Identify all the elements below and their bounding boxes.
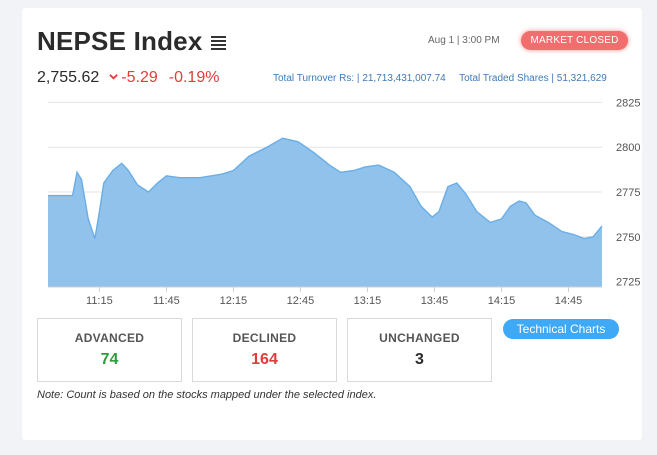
footnote: Note: Count is based on the stocks mappe… bbox=[37, 389, 377, 401]
turnover-value: 21,713,431,007.74 bbox=[362, 73, 446, 84]
index-card: NEPSE Index Aug 1 | 3:00 PM MARKET CLOSE… bbox=[22, 8, 642, 440]
x-tick-label: 13:15 bbox=[354, 295, 382, 307]
unchanged-value: 3 bbox=[415, 351, 424, 368]
change-points: -5.29 bbox=[121, 69, 158, 86]
y-tick-label: 2750 bbox=[616, 232, 640, 244]
x-tick-label: 12:15 bbox=[220, 295, 248, 307]
advanced-stat: ADVANCED 74 bbox=[37, 318, 182, 382]
x-tick-label: 13:45 bbox=[421, 295, 449, 307]
technical-charts-button[interactable]: Technical Charts bbox=[503, 319, 619, 339]
index-value: 2,755.62 bbox=[37, 69, 100, 86]
shares-value: 51,321,629 bbox=[556, 73, 607, 84]
page-title: NEPSE Index bbox=[37, 26, 203, 56]
x-tick-label: 11:15 bbox=[86, 295, 113, 307]
title-row: NEPSE Index bbox=[37, 26, 227, 57]
index-summary: 2,755.62 -5.29 -0.19% bbox=[37, 69, 219, 87]
y-tick-label: 2800 bbox=[616, 142, 640, 154]
declined-label: DECLINED bbox=[232, 331, 297, 345]
index-area-chart[interactable]: 2825 2800 2775 2750 2725 11:15 11:45 12:15 12:45… bbox=[22, 8, 642, 318]
advanced-value: 74 bbox=[100, 351, 119, 368]
turnover-info: Total Turnover Rs: | 21,713,431,007.74 T… bbox=[273, 73, 607, 84]
shares-label: Total Traded Shares | bbox=[459, 73, 554, 84]
declined-value: 164 bbox=[251, 351, 278, 368]
down-chevron-icon bbox=[109, 74, 119, 80]
x-tick-label: 12:45 bbox=[287, 295, 315, 307]
x-tick-label: 14:45 bbox=[555, 295, 583, 307]
area-series-line bbox=[48, 137, 603, 240]
declined-stat: DECLINED 164 bbox=[192, 318, 337, 382]
turnover-label: Total Turnover Rs: | bbox=[273, 73, 360, 84]
y-tick-label: 2825 bbox=[616, 97, 640, 109]
market-datetime: Aug 1 | 3:00 PM bbox=[428, 35, 500, 46]
advanced-label: ADVANCED bbox=[74, 331, 145, 345]
y-tick-label: 2725 bbox=[616, 277, 640, 289]
market-status-badge: MARKET CLOSED bbox=[521, 31, 628, 50]
x-tick-label: 11:45 bbox=[153, 295, 180, 307]
area-series bbox=[48, 138, 602, 287]
y-tick-label: 2775 bbox=[616, 187, 640, 199]
change-percent: -0.19% bbox=[168, 69, 220, 86]
unchanged-stat: UNCHANGED 3 bbox=[347, 318, 492, 382]
hamburger-menu-icon[interactable] bbox=[211, 35, 227, 50]
unchanged-label: UNCHANGED bbox=[379, 331, 460, 345]
x-tick-label: 14:15 bbox=[488, 295, 516, 307]
